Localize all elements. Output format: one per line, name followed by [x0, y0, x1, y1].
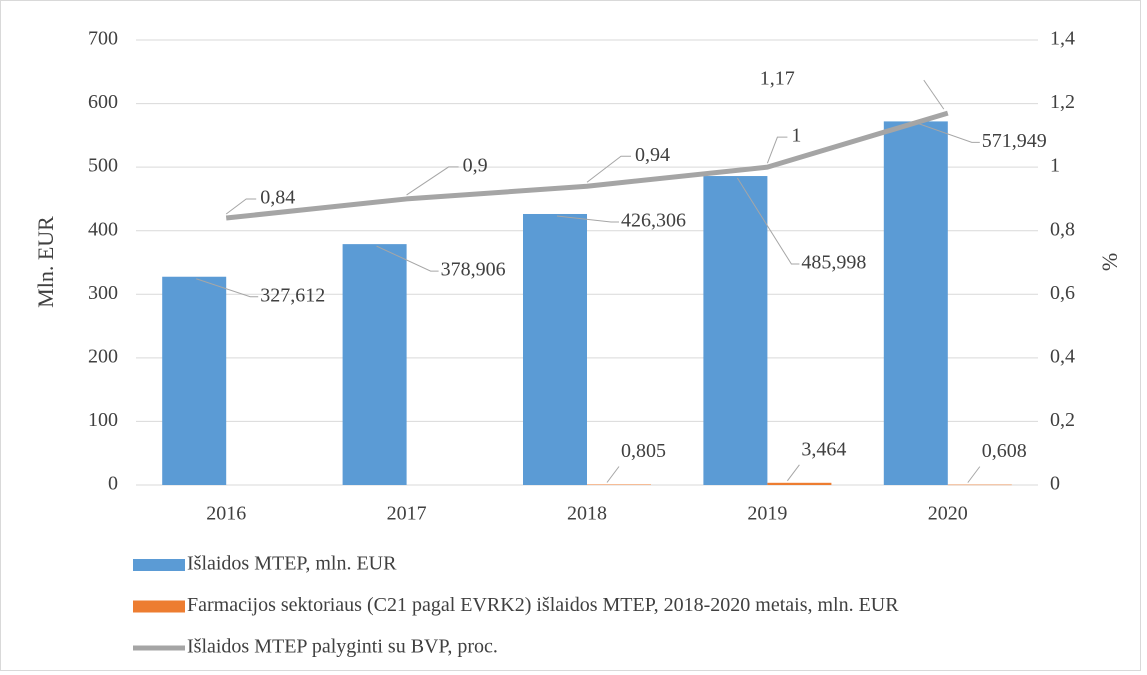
y2-tick-label: 1,4 — [1050, 28, 1075, 50]
value-label: 0,94 — [635, 144, 670, 166]
y2-tick-label: 1,2 — [1050, 91, 1075, 113]
legend-label: Išlaidos MTEP, mln. EUR — [187, 553, 397, 575]
y-axis-label: Mln. EUR — [33, 216, 58, 308]
y2-tick-label: 0,2 — [1050, 409, 1075, 431]
y-tick-label: 500 — [88, 155, 118, 177]
leader-line — [787, 464, 800, 482]
leader-line — [766, 136, 788, 164]
value-label: 1,17 — [760, 68, 795, 90]
x-tick-label: 2018 — [567, 503, 607, 525]
leader-line — [586, 155, 631, 183]
x-tick-label: 2017 — [387, 503, 427, 525]
leader-line — [376, 245, 439, 272]
bar — [162, 276, 227, 485]
legend-swatch — [133, 559, 185, 571]
y-tick-label: 100 — [88, 409, 118, 431]
value-label: 327,612 — [260, 284, 325, 306]
y-tick-label: 300 — [88, 282, 118, 304]
leader-line — [556, 215, 619, 223]
value-label: 485,998 — [801, 252, 866, 274]
value-label: 378,906 — [441, 259, 506, 281]
leader-line — [967, 466, 981, 483]
legend-label: Išlaidos MTEP palyginti su BVP, proc. — [187, 636, 498, 658]
value-label: 1 — [791, 125, 801, 147]
y2-tick-label: 1 — [1050, 155, 1060, 177]
y2-tick-label: 0,4 — [1050, 345, 1075, 367]
leader-line — [406, 166, 459, 196]
y2-tick-label: 0,8 — [1050, 218, 1075, 240]
y-tick-label: 700 — [88, 28, 118, 50]
value-label: 0,9 — [463, 155, 488, 177]
leader-line — [196, 278, 259, 298]
bar — [523, 213, 587, 485]
y-tick-label: 200 — [88, 345, 118, 367]
leader-line — [606, 466, 620, 483]
x-tick-label: 2019 — [747, 503, 787, 525]
leader-line — [736, 177, 800, 265]
value-label: 0,805 — [621, 440, 666, 462]
y2-axis-label: % — [1097, 253, 1122, 271]
leader-line — [225, 198, 257, 215]
value-label: 3,464 — [801, 438, 846, 460]
bar — [767, 482, 832, 485]
legend-swatch — [133, 600, 185, 613]
leader-line — [923, 79, 945, 110]
y-tick-label: 400 — [88, 218, 118, 240]
bar — [342, 244, 407, 485]
value-label: 0,84 — [260, 187, 295, 209]
x-tick-label: 2016 — [206, 503, 246, 525]
y-tick-label: 0 — [108, 473, 118, 495]
legend-label: Farmacijos sektoriaus (C21 pagal EVRK2) … — [187, 594, 899, 616]
y-tick-label: 600 — [88, 91, 118, 113]
bar — [947, 484, 1012, 486]
y2-tick-label: 0 — [1050, 473, 1060, 495]
x-tick-label: 2020 — [928, 503, 968, 525]
leader-line — [917, 122, 980, 143]
bar — [703, 176, 768, 485]
value-label: 571,949 — [982, 130, 1047, 152]
bar — [883, 121, 948, 486]
line — [225, 110, 949, 221]
bar — [587, 484, 651, 485]
value-label: 426,306 — [621, 210, 686, 232]
y2-tick-label: 0,6 — [1050, 282, 1075, 304]
value-label: 0,608 — [982, 440, 1027, 462]
